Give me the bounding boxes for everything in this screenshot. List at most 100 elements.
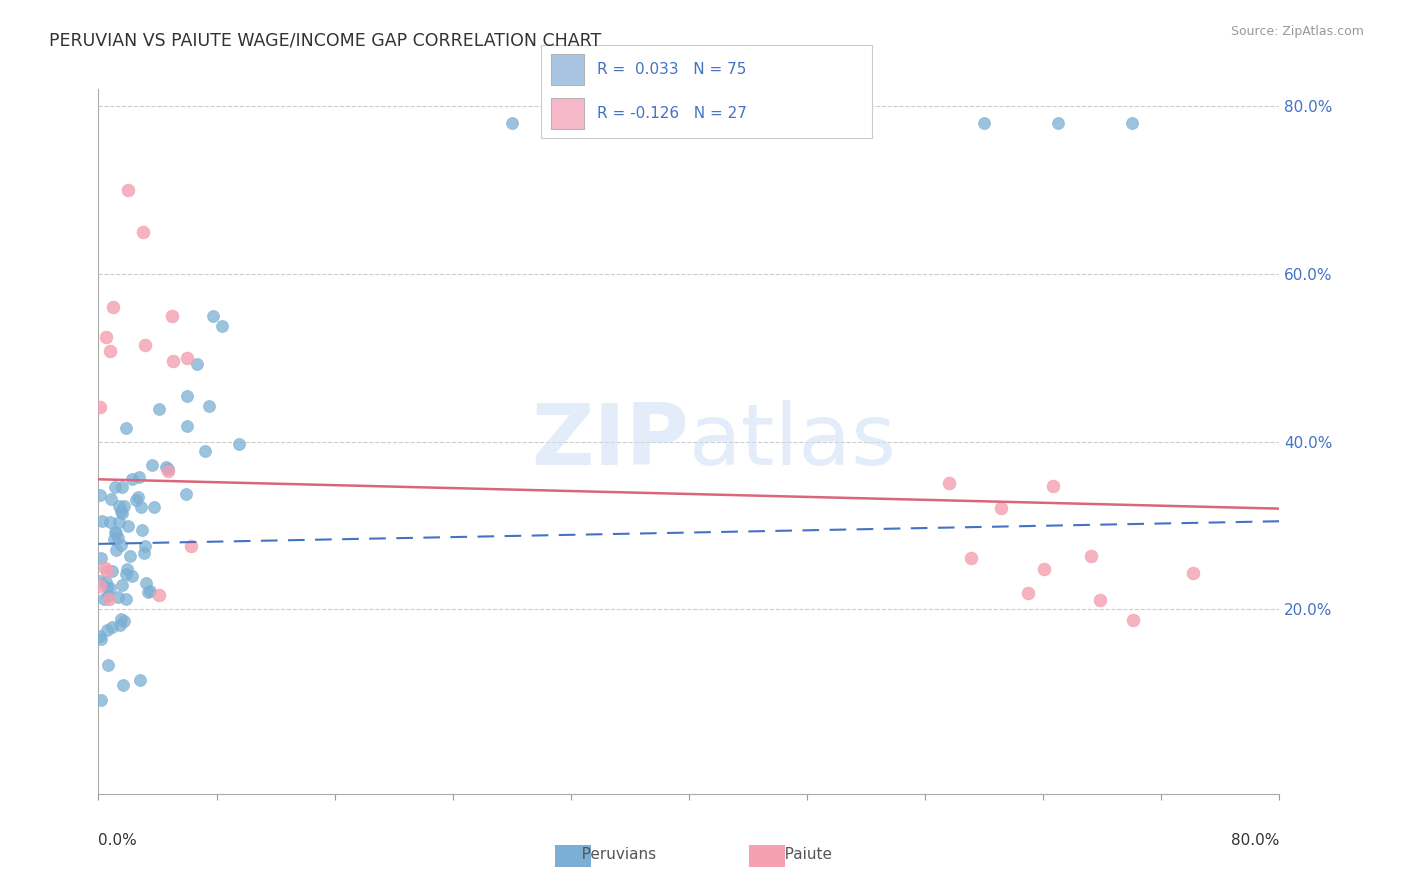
- Point: [97, 657, 120, 672]
- Point: [501, 116, 523, 130]
- Text: atlas: atlas: [689, 400, 897, 483]
- Point: [143, 500, 166, 514]
- Point: [103, 533, 125, 547]
- Point: [211, 319, 233, 334]
- Point: [111, 577, 134, 591]
- Point: [112, 678, 135, 692]
- Point: [959, 551, 981, 566]
- Point: [1032, 561, 1054, 575]
- Point: [1017, 585, 1039, 599]
- Point: [105, 525, 128, 540]
- Point: [108, 515, 131, 529]
- Point: [1122, 613, 1144, 627]
- Point: [90, 632, 112, 646]
- Point: [129, 500, 152, 515]
- Point: [101, 564, 124, 578]
- Point: [112, 614, 135, 628]
- Point: [202, 309, 225, 323]
- Point: [96, 624, 118, 638]
- Point: [90, 693, 112, 707]
- Point: [90, 551, 112, 566]
- Point: [176, 418, 198, 433]
- Point: [162, 309, 183, 323]
- Point: [990, 501, 1012, 516]
- Point: [111, 506, 134, 520]
- Point: [96, 565, 118, 579]
- Point: [103, 301, 125, 315]
- Text: Peruvians: Peruvians: [567, 847, 657, 862]
- Point: [127, 490, 149, 504]
- Point: [132, 225, 155, 239]
- Point: [148, 401, 170, 416]
- Point: [176, 351, 198, 365]
- Point: [104, 543, 127, 558]
- Point: [134, 338, 156, 352]
- Point: [1080, 549, 1102, 564]
- Point: [98, 343, 121, 358]
- Point: [104, 480, 127, 494]
- Point: [121, 472, 143, 486]
- Text: R =  0.033   N = 75: R = 0.033 N = 75: [598, 62, 747, 77]
- Point: [94, 575, 117, 590]
- Point: [115, 562, 138, 576]
- Text: 0.0%: 0.0%: [98, 832, 138, 847]
- Point: [108, 618, 131, 632]
- Point: [100, 491, 122, 506]
- Point: [129, 673, 152, 688]
- Point: [132, 546, 155, 560]
- Point: [114, 421, 136, 435]
- Point: [157, 464, 180, 478]
- Point: [134, 539, 156, 553]
- Point: [112, 500, 135, 514]
- Point: [111, 480, 134, 494]
- FancyBboxPatch shape: [551, 98, 585, 129]
- Point: [198, 400, 221, 414]
- Point: [186, 357, 208, 371]
- Point: [118, 549, 141, 563]
- Point: [104, 524, 127, 539]
- Point: [180, 540, 202, 554]
- Point: [98, 515, 121, 529]
- Point: [174, 487, 197, 501]
- Point: [138, 584, 160, 599]
- Point: [89, 488, 111, 502]
- Point: [98, 591, 121, 606]
- Point: [117, 183, 139, 197]
- Point: [107, 499, 129, 513]
- Point: [1042, 479, 1064, 493]
- Point: [115, 567, 138, 582]
- Point: [89, 629, 111, 643]
- Point: [94, 330, 117, 344]
- Point: [107, 590, 129, 604]
- Point: [89, 579, 111, 593]
- Point: [101, 620, 124, 634]
- Point: [1181, 566, 1204, 581]
- Y-axis label: Wage/Income Gap: Wage/Income Gap: [0, 371, 7, 512]
- Point: [110, 538, 132, 552]
- Point: [141, 458, 163, 473]
- Point: [107, 531, 129, 545]
- Point: [131, 523, 153, 537]
- Point: [605, 116, 627, 130]
- Text: Paiute: Paiute: [770, 847, 832, 862]
- Point: [94, 561, 117, 575]
- Point: [938, 475, 960, 490]
- Point: [973, 116, 995, 130]
- Point: [117, 519, 139, 533]
- Point: [194, 444, 217, 458]
- Point: [121, 568, 143, 582]
- Point: [1121, 116, 1143, 130]
- Point: [96, 580, 118, 594]
- Text: 80.0%: 80.0%: [1232, 832, 1279, 847]
- Point: [1088, 593, 1111, 607]
- FancyBboxPatch shape: [551, 54, 585, 85]
- Point: [157, 461, 180, 475]
- Point: [228, 437, 250, 451]
- Point: [148, 588, 170, 602]
- Point: [124, 492, 146, 507]
- Point: [176, 389, 198, 403]
- Point: [1046, 116, 1069, 130]
- Point: [89, 400, 111, 414]
- Point: [135, 575, 157, 590]
- Point: [97, 589, 120, 603]
